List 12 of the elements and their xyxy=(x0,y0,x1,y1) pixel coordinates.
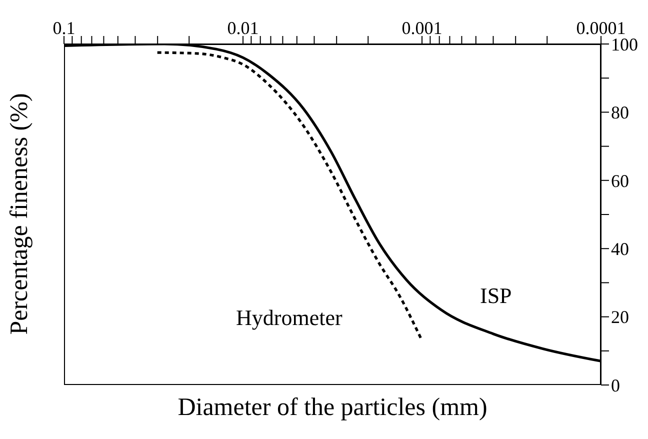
y-tick-label: 80 xyxy=(611,102,629,123)
annotation: ISP xyxy=(480,283,512,309)
y-tick-label: 40 xyxy=(611,238,629,259)
y-tick-label: 0 xyxy=(611,375,620,396)
x-tick-label: 0.01 xyxy=(227,18,259,38)
x-tick-label: 0.001 xyxy=(402,18,442,38)
y-tick-label: 20 xyxy=(611,307,629,328)
x-axis-title: Diameter of the particles (mm) xyxy=(176,394,488,422)
x-tick-label: 0.1 xyxy=(52,18,76,38)
annotation: Hydrometer xyxy=(236,305,342,331)
y-tick-label: 60 xyxy=(611,170,629,191)
y-axis-title: Percentage fineness (%) xyxy=(6,93,34,335)
